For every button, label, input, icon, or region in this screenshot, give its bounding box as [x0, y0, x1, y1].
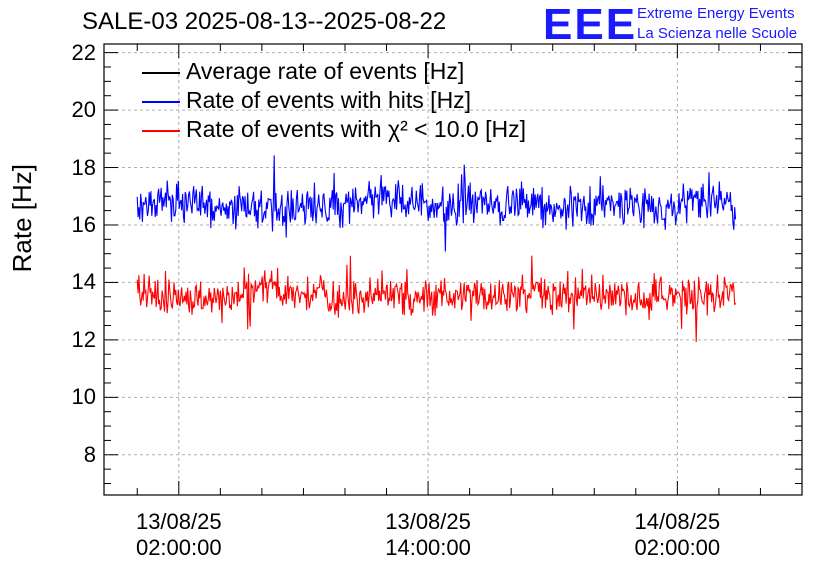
x-tick-time: 14:00:00 — [385, 535, 471, 560]
legend-label-hits: Rate of events with hits [Hz] — [186, 87, 472, 113]
y-tick-label: 12 — [71, 326, 96, 352]
legend-item-hits: Rate of events with hits [Hz] — [142, 87, 582, 116]
eee-logo: EEE Extreme Energy Events La Scienza nel… — [543, 0, 833, 49]
x-tick-date: 13/08/25 — [385, 509, 471, 534]
y-tick-label: 10 — [71, 384, 96, 410]
y-tick-label: 18 — [71, 154, 96, 180]
legend-swatch-chi2 — [142, 130, 180, 132]
y-axis-label: Rate [Hz] — [2, 150, 42, 272]
x-tick-label: 13/08/25 14:00:00 — [368, 509, 488, 561]
series-line-1 — [136, 255, 737, 343]
legend: Average rate of events [Hz] Rate of even… — [142, 58, 582, 145]
y-tick-label: 22 — [71, 39, 96, 65]
x-tick-time: 02:00:00 — [135, 535, 222, 560]
chart-title: SALE-03 2025-08-13--2025-08-22 — [82, 8, 447, 35]
legend-item-average: Average rate of events [Hz] — [142, 58, 582, 87]
legend-item-chi2: Rate of events with χ² < 10.0 [Hz] — [142, 116, 582, 145]
legend-label-average: Average rate of events [Hz] — [186, 58, 465, 84]
x-tick-date: 14/08/25 — [634, 509, 721, 534]
x-tick-label: 13/08/25 02:00:00 — [119, 509, 239, 561]
logo-mark: EEE — [543, 0, 638, 49]
series-line-0 — [136, 155, 737, 252]
legend-label-chi2: Rate of events with χ² < 10.0 [Hz] — [186, 116, 526, 142]
legend-swatch-hits — [142, 101, 180, 103]
plot-frame — [103, 43, 803, 496]
y-tick-label: 14 — [71, 269, 96, 295]
y-tick-label: 8 — [83, 441, 96, 467]
x-tick-date: 13/08/25 — [135, 509, 222, 534]
x-tick-time: 02:00:00 — [634, 535, 721, 560]
logo-line-2: La Scienza nelle Scuole — [637, 25, 798, 42]
logo-line-1: Extreme Energy Events — [637, 5, 795, 22]
y-tick-label: 16 — [71, 211, 96, 237]
y-axis-label-text: Rate [Hz] — [7, 164, 37, 273]
x-tick-label: 14/08/25 02:00:00 — [617, 509, 737, 561]
y-tick-label: 20 — [71, 97, 96, 123]
legend-swatch-average — [142, 72, 180, 74]
